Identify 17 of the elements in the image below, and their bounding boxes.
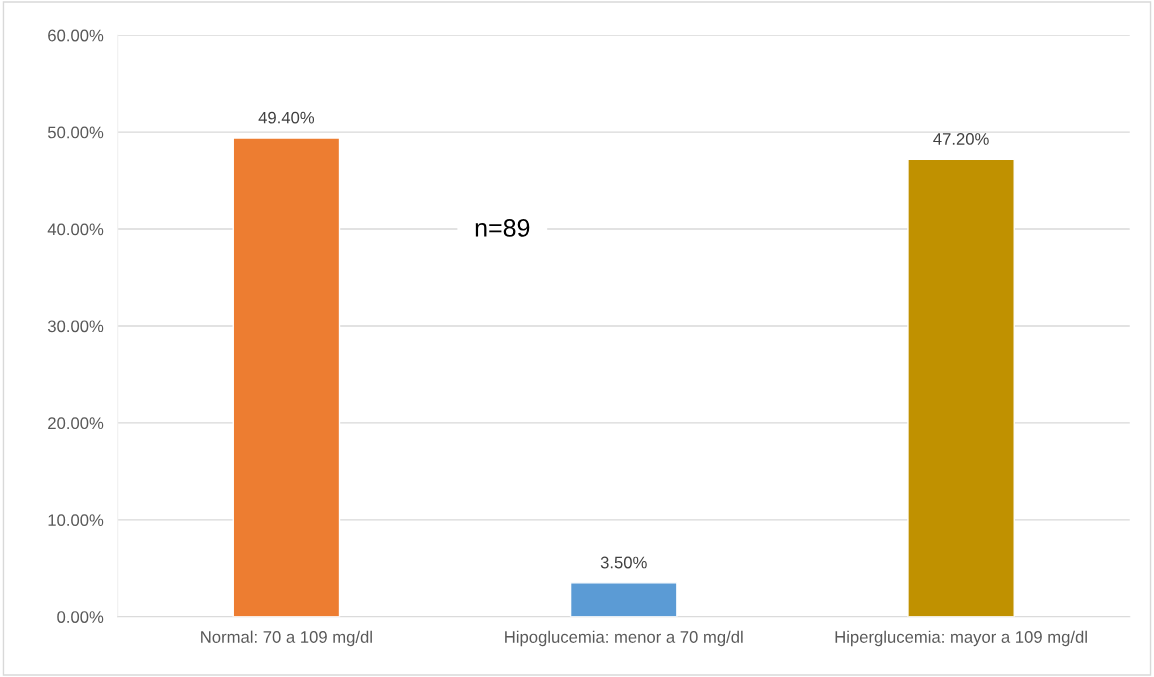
y-tick-label: 20.00% — [48, 417, 104, 430]
y-tick-label: 0.00% — [57, 611, 104, 623]
x-tick-label: Normal: 70 a 109 mg/dl — [201, 630, 372, 647]
y-tick-label: 10.00% — [48, 514, 104, 527]
x-tick-label: Hipoglucemia: menor a 70 mg/dl — [505, 630, 743, 647]
y-tick-label: 30.00% — [47, 320, 104, 333]
bar — [907, 158, 1015, 617]
x-tick-label: Hiperglucemia: mayor a 109 mg/dl — [835, 630, 1087, 647]
data-label: 47.20% — [933, 133, 989, 145]
y-tick-label: 40.00% — [47, 223, 104, 236]
y-tick-label: 60.00% — [48, 29, 104, 42]
data-label: 3.50% — [600, 556, 647, 569]
bar — [232, 137, 341, 617]
annotation: n=89 — [475, 219, 530, 237]
y-tick-label: 50.00% — [47, 126, 104, 139]
bar — [569, 582, 678, 617]
data-label: 49.40% — [258, 111, 315, 124]
